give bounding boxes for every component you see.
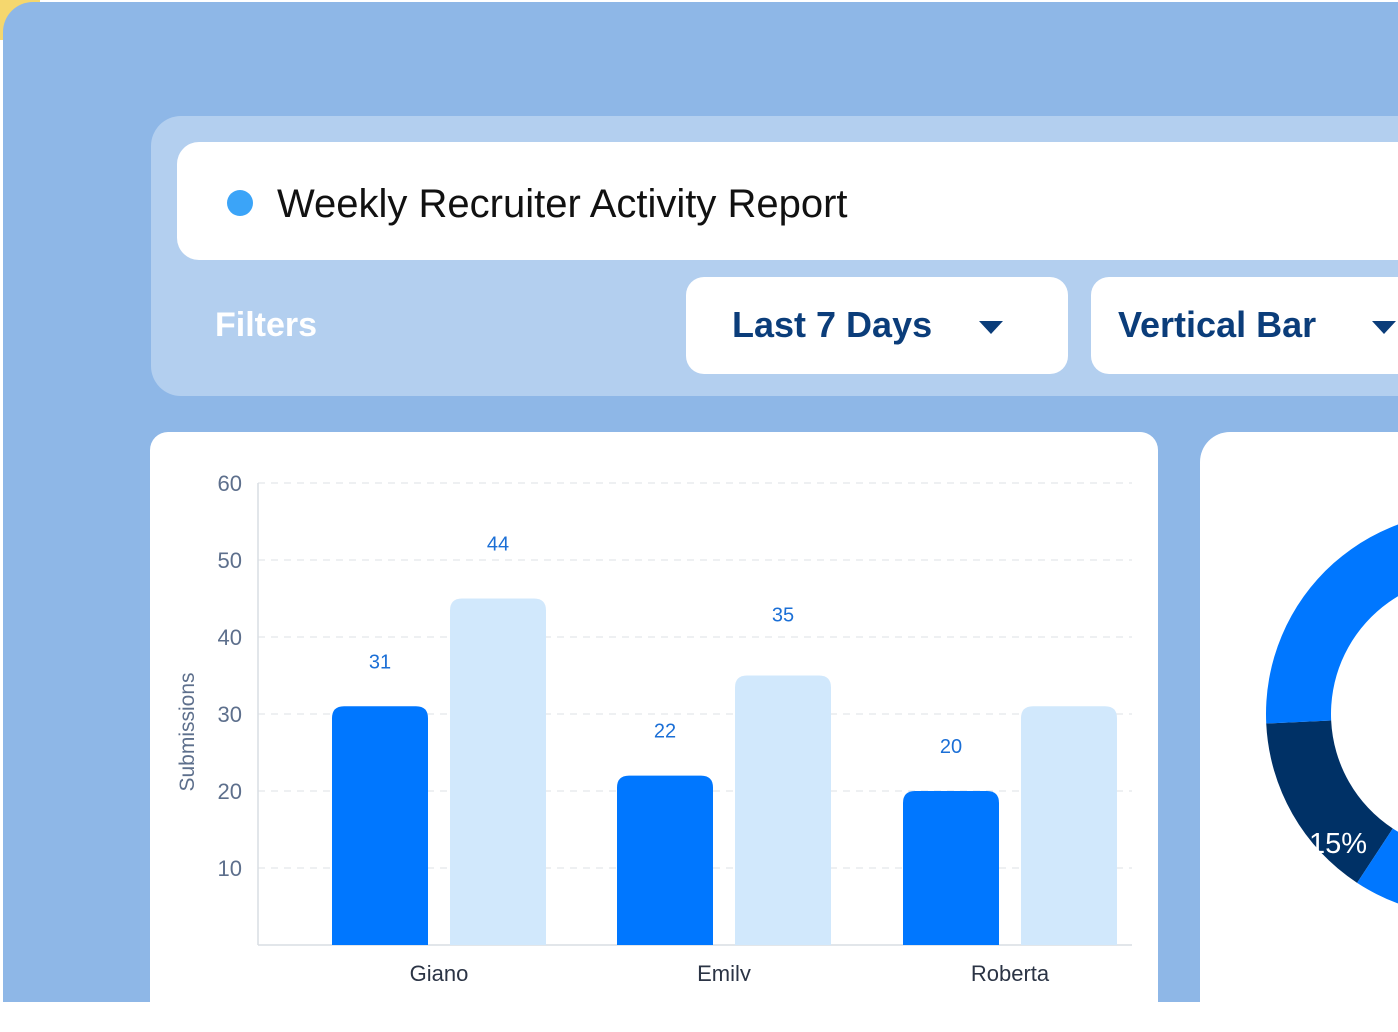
chart-type-dropdown[interactable]: Vertical Bar [1091, 277, 1398, 374]
y-tick-label: 20 [218, 779, 242, 804]
y-axis-label: Submissions [176, 672, 199, 791]
bar-emily-series-2[interactable] [735, 675, 831, 946]
donut-slice-label: 15% [1309, 828, 1367, 860]
filters-label: Filters [215, 306, 318, 344]
data-label: 35 [772, 605, 794, 627]
bar-emily-series-1[interactable] [617, 775, 713, 945]
data-label: 31 [369, 651, 391, 673]
donut-chart: 15% [1266, 512, 1398, 916]
data-label: 20 [940, 736, 962, 758]
bar-giano-series-1[interactable] [332, 706, 428, 945]
category-label: Emily [697, 961, 751, 981]
category-label: Giano [410, 961, 469, 981]
y-tick-label: 60 [218, 471, 242, 496]
period-dropdown-value: Last 7 Days [732, 304, 933, 345]
donut-chart-card: 15% [1200, 432, 1398, 1032]
status-dot-icon [227, 190, 253, 216]
period-dropdown[interactable]: Last 7 Days [686, 277, 1068, 374]
y-tick-label: 10 [218, 856, 242, 881]
bar-roberta-series-2[interactable] [1021, 706, 1117, 945]
donut-slice-2[interactable] [1266, 512, 1398, 916]
report-title: Weekly Recruiter Activity Report [277, 182, 848, 226]
bar-roberta-series-1[interactable] [903, 791, 999, 945]
title-card [177, 142, 1398, 260]
bar-giano-series-2[interactable] [450, 598, 546, 946]
y-tick-label: 30 [218, 702, 242, 727]
chart-type-dropdown-value: Vertical Bar [1118, 304, 1317, 345]
bar-chart-card: 10 20 30 40 50 60 Submissions 31 22 20 44 35 Gian… [150, 432, 1158, 1032]
data-label: 44 [487, 534, 509, 556]
bar-chart: 10 20 30 40 50 60 Submissions 31 22 20 44 35 Gian… [176, 471, 1132, 981]
data-label: 22 [654, 721, 676, 743]
y-tick-label: 50 [218, 548, 242, 573]
y-tick-label: 40 [218, 625, 242, 650]
donut-slice-1[interactable] [1266, 720, 1393, 883]
chevron-down-icon [1372, 321, 1396, 334]
chevron-down-icon [979, 321, 1003, 334]
category-label: Roberta [971, 961, 1050, 981]
